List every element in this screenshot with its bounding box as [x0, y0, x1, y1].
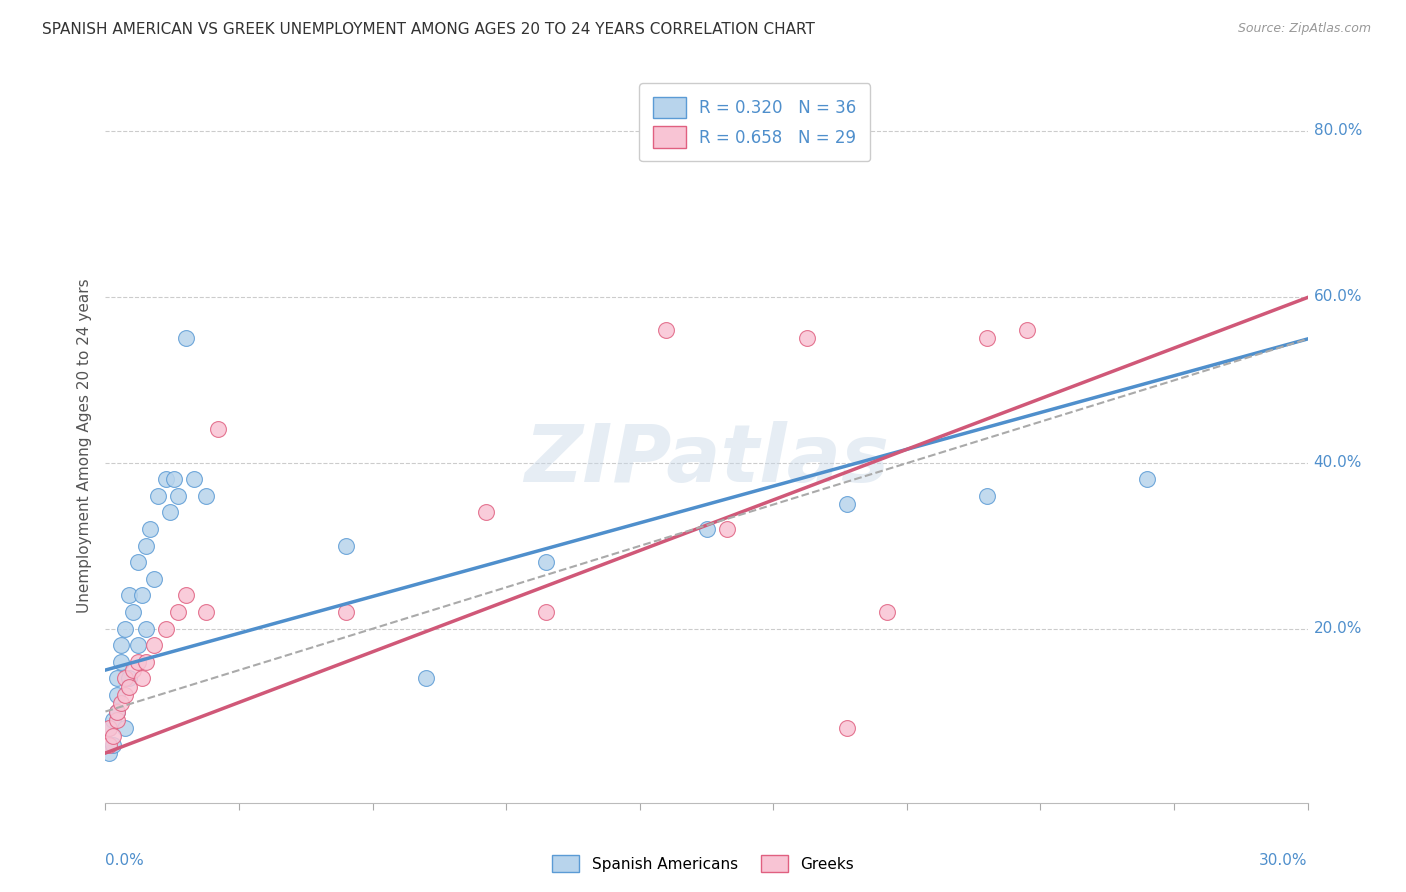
Point	[207, 422, 229, 436]
Point	[122, 605, 145, 619]
Point	[103, 738, 125, 752]
Y-axis label: Unemployment Among Ages 20 to 24 years: Unemployment Among Ages 20 to 24 years	[76, 278, 91, 614]
Point	[335, 605, 357, 619]
Text: 40.0%: 40.0%	[1313, 455, 1362, 470]
Point	[183, 472, 205, 486]
Point	[107, 705, 129, 719]
Point	[114, 671, 136, 685]
Point	[110, 696, 132, 710]
Point	[716, 522, 738, 536]
Point	[135, 655, 157, 669]
Point	[155, 472, 177, 486]
Point	[696, 522, 718, 536]
Point	[1136, 472, 1159, 486]
Point	[114, 721, 136, 735]
Point	[135, 622, 157, 636]
Point	[155, 622, 177, 636]
Point	[534, 555, 557, 569]
Legend: R = 0.320   N = 36, R = 0.658   N = 29: R = 0.320 N = 36, R = 0.658 N = 29	[640, 83, 870, 161]
Point	[107, 688, 129, 702]
Point	[415, 671, 437, 685]
Point	[534, 605, 557, 619]
Text: ZIPatlas: ZIPatlas	[524, 421, 889, 500]
Point	[98, 746, 121, 760]
Point	[107, 705, 129, 719]
Point	[174, 331, 197, 345]
Point	[835, 721, 858, 735]
Text: Source: ZipAtlas.com: Source: ZipAtlas.com	[1237, 22, 1371, 36]
Point	[110, 638, 132, 652]
Point	[103, 730, 125, 744]
Point	[976, 489, 998, 503]
Text: 30.0%: 30.0%	[1260, 853, 1308, 868]
Point	[146, 489, 169, 503]
Point	[655, 323, 678, 337]
Point	[107, 671, 129, 685]
Point	[118, 588, 141, 602]
Text: 80.0%: 80.0%	[1313, 123, 1362, 138]
Point	[335, 539, 357, 553]
Point	[138, 522, 160, 536]
Point	[159, 505, 181, 519]
Point	[127, 655, 149, 669]
Point	[131, 671, 153, 685]
Text: SPANISH AMERICAN VS GREEK UNEMPLOYMENT AMONG AGES 20 TO 24 YEARS CORRELATION CHA: SPANISH AMERICAN VS GREEK UNEMPLOYMENT A…	[42, 22, 815, 37]
Point	[98, 721, 121, 735]
Point	[98, 721, 121, 735]
Point	[194, 605, 217, 619]
Text: 0.0%: 0.0%	[105, 853, 145, 868]
Point	[475, 505, 498, 519]
Point	[174, 588, 197, 602]
Point	[835, 497, 858, 511]
Legend: Spanish Americans, Greeks: Spanish Americans, Greeks	[544, 847, 862, 880]
Point	[118, 671, 141, 685]
Point	[131, 588, 153, 602]
Point	[142, 638, 165, 652]
Point	[194, 489, 217, 503]
Point	[110, 655, 132, 669]
Point	[122, 663, 145, 677]
Point	[127, 555, 149, 569]
Point	[166, 605, 188, 619]
Point	[876, 605, 898, 619]
Point	[166, 489, 188, 503]
Point	[142, 572, 165, 586]
Point	[114, 622, 136, 636]
Text: 60.0%: 60.0%	[1313, 289, 1362, 304]
Point	[1017, 323, 1039, 337]
Text: 20.0%: 20.0%	[1313, 621, 1362, 636]
Point	[103, 713, 125, 727]
Point	[118, 680, 141, 694]
Point	[135, 539, 157, 553]
Point	[114, 688, 136, 702]
Point	[162, 472, 184, 486]
Point	[98, 738, 121, 752]
Point	[107, 713, 129, 727]
Point	[976, 331, 998, 345]
Point	[127, 638, 149, 652]
Point	[796, 331, 818, 345]
